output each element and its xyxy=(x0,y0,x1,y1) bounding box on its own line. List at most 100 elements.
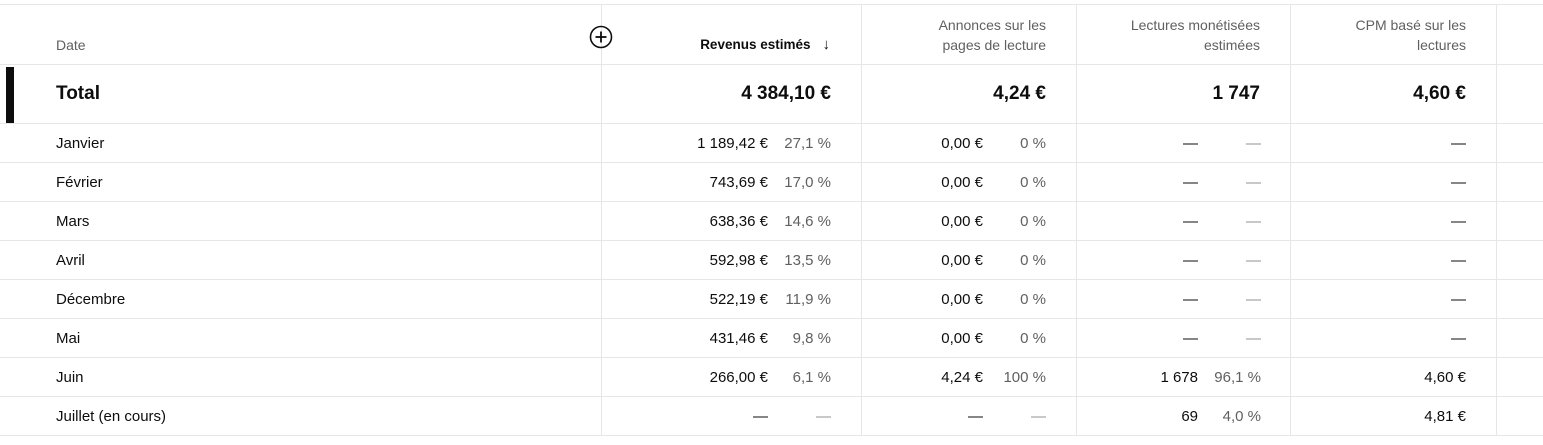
column-divider xyxy=(861,5,862,64)
header-cpm[interactable]: CPM basé sur les lectures xyxy=(1300,5,1466,64)
row-cpm: 4,81 € xyxy=(1424,407,1466,425)
row-cpm: — xyxy=(1451,212,1466,230)
column-divider xyxy=(1290,65,1291,123)
row-ads-pct: 0 % xyxy=(1020,251,1046,269)
row-monetized: 69 xyxy=(1181,407,1198,425)
row-label: Décembre xyxy=(56,290,126,308)
column-divider xyxy=(1496,202,1497,240)
row-label: Mars xyxy=(56,212,90,230)
row-revenue: 522,19 € xyxy=(709,290,768,308)
sort-arrow-down-icon[interactable]: ↓ xyxy=(822,36,831,53)
header-cpm-line1: CPM basé sur les xyxy=(1355,17,1466,33)
total-label: Total xyxy=(56,83,100,104)
table-row[interactable]: Mai 431,46 € 9,8 % 0,00 € 0 % — — — xyxy=(0,319,1543,358)
column-divider xyxy=(1076,280,1077,318)
row-monetized-pct: — xyxy=(1246,212,1261,230)
table-row[interactable]: Février 743,69 € 17,0 % 0,00 € 0 % — — — xyxy=(0,163,1543,202)
column-divider xyxy=(601,163,602,201)
table-header-row: Date Revenus estimés ↓ Annonces sur les … xyxy=(0,4,1543,65)
selected-row-indicator xyxy=(6,67,14,123)
column-divider xyxy=(861,65,862,123)
row-monetized-pct: — xyxy=(1246,134,1261,152)
header-ads-line2: pages de lecture xyxy=(942,37,1046,53)
row-ads: 0,00 € xyxy=(941,134,983,152)
column-divider xyxy=(601,65,602,123)
table-row[interactable]: Avril 592,98 € 13,5 % 0,00 € 0 % — — — xyxy=(0,241,1543,280)
row-ads-pct: 0 % xyxy=(1020,212,1046,230)
column-divider xyxy=(1496,5,1497,64)
header-monetized-line2: estimées xyxy=(1203,37,1260,53)
column-divider xyxy=(861,280,862,318)
column-divider xyxy=(1496,241,1497,279)
column-divider xyxy=(1076,241,1077,279)
row-revenue: 592,98 € xyxy=(709,251,768,269)
row-cpm: — xyxy=(1451,329,1466,347)
column-divider xyxy=(1076,202,1077,240)
column-divider xyxy=(1076,319,1077,357)
table-row[interactable]: Juin 266,00 € 6,1 % 4,24 € 100 % 1 678 96,1 % 4… xyxy=(0,358,1543,397)
column-divider xyxy=(601,202,602,240)
table-row[interactable]: Janvier 1 189,42 € 27,1 % 0,00 € 0 % — — — xyxy=(0,124,1543,163)
total-revenue: 4 384,10 € xyxy=(741,83,831,104)
row-monetized: — xyxy=(1183,290,1198,308)
row-ads-pct: 0 % xyxy=(1020,329,1046,347)
column-divider xyxy=(1076,163,1077,201)
row-ads-pct: 100 % xyxy=(1003,368,1046,386)
column-divider xyxy=(861,163,862,201)
header-revenue-label: Revenus estimés xyxy=(700,37,811,52)
row-ads: — xyxy=(968,407,983,425)
column-divider xyxy=(861,319,862,357)
add-column-icon[interactable] xyxy=(589,25,613,49)
column-divider xyxy=(1290,280,1291,318)
column-divider xyxy=(601,241,602,279)
row-cpm: — xyxy=(1451,290,1466,308)
row-monetized: — xyxy=(1183,212,1198,230)
total-row[interactable]: Total 4 384,10 € 4,24 € 1 747 4,60 € xyxy=(0,65,1543,124)
row-cpm: — xyxy=(1451,173,1466,191)
row-ads: 0,00 € xyxy=(941,329,983,347)
row-revenue: 431,46 € xyxy=(709,329,768,347)
monthly-revenue-table: Date Revenus estimés ↓ Annonces sur les … xyxy=(0,4,1543,436)
column-divider xyxy=(1076,397,1077,435)
row-monetized: — xyxy=(1183,251,1198,269)
column-divider xyxy=(1496,319,1497,357)
column-divider xyxy=(1076,65,1077,123)
column-divider xyxy=(861,358,862,396)
row-monetized: — xyxy=(1183,173,1198,191)
row-revenue-pct: 9,8 % xyxy=(792,329,831,347)
column-divider xyxy=(1496,124,1497,162)
column-divider xyxy=(1076,124,1077,162)
column-divider xyxy=(861,241,862,279)
header-ads[interactable]: Annonces sur les pages de lecture xyxy=(880,5,1046,64)
row-monetized-pct: 96,1 % xyxy=(1214,368,1261,386)
row-ads: 4,24 € xyxy=(941,368,983,386)
column-divider xyxy=(1290,5,1291,64)
column-divider xyxy=(1290,358,1291,396)
row-label: Février xyxy=(56,173,103,191)
row-monetized: — xyxy=(1183,134,1198,152)
row-ads: 0,00 € xyxy=(941,212,983,230)
table-row[interactable]: Juillet (en cours) — — — — 69 4,0 % 4,81 € xyxy=(0,397,1543,436)
row-ads: 0,00 € xyxy=(941,251,983,269)
table-row[interactable]: Décembre 522,19 € 11,9 % 0,00 € 0 % — — — xyxy=(0,280,1543,319)
header-revenue[interactable]: Revenus estimés ↓ xyxy=(620,5,830,64)
row-ads-pct: — xyxy=(1031,407,1046,425)
column-divider xyxy=(1496,358,1497,396)
column-divider xyxy=(1290,319,1291,357)
header-ads-line1: Annonces sur les xyxy=(938,17,1046,33)
row-monetized: 1 678 xyxy=(1160,368,1198,386)
row-monetized-pct: — xyxy=(1246,290,1261,308)
row-revenue: 266,00 € xyxy=(709,368,768,386)
header-monetized[interactable]: Lectures monétisées estimées xyxy=(1090,5,1260,64)
row-ads: 0,00 € xyxy=(941,290,983,308)
header-date-label: Date xyxy=(56,37,86,53)
header-date[interactable]: Date xyxy=(56,5,256,64)
column-divider xyxy=(861,124,862,162)
row-monetized-pct: — xyxy=(1246,251,1261,269)
table-row[interactable]: Mars 638,36 € 14,6 % 0,00 € 0 % — — — xyxy=(0,202,1543,241)
row-revenue-pct: 17,0 % xyxy=(784,173,831,191)
column-divider xyxy=(1496,163,1497,201)
column-divider xyxy=(861,202,862,240)
row-revenue-pct: — xyxy=(816,407,831,425)
total-ads: 4,24 € xyxy=(993,83,1046,104)
